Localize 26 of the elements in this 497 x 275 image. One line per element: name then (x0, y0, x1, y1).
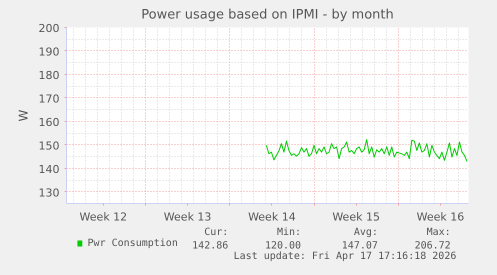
text: 206.72 (414, 240, 451, 252)
text: Avg: (354, 227, 378, 238)
line-series (266, 139, 468, 162)
y-tick-label: 130 (38, 186, 60, 200)
legend-label: Pwr Consumption (88, 238, 178, 249)
text: Min: (276, 227, 302, 238)
x-tick-label: Week 15 (332, 210, 380, 224)
chart-title: Power usage based on IPMI - by month (141, 8, 394, 22)
text: 142.86 (192, 240, 228, 252)
x-tick-label: Week 16 (416, 210, 464, 224)
y-tick-label: 190 (38, 45, 60, 58)
x-tick-label: Week 13 (164, 210, 212, 224)
x-tick-label: Week 12 (80, 210, 128, 224)
y-tick-label: 170 (38, 92, 60, 106)
y-tick-label: 150 (38, 139, 60, 152)
text: Max: (426, 227, 451, 238)
text: 120.00 (264, 240, 302, 252)
x-tick-label: Week 14 (248, 210, 296, 224)
y-tick-label: 180 (38, 68, 60, 82)
y-tick-label: 200 (38, 22, 60, 35)
y-tick-label: 160 (38, 116, 60, 129)
text: Last update: Fri Apr 17 17:16:18 2026 (234, 251, 456, 262)
y-axis-title: W (16, 109, 31, 122)
text: Cur: (204, 227, 228, 238)
text: 147.07 (342, 240, 378, 252)
y-tick-label: 140 (38, 162, 60, 176)
